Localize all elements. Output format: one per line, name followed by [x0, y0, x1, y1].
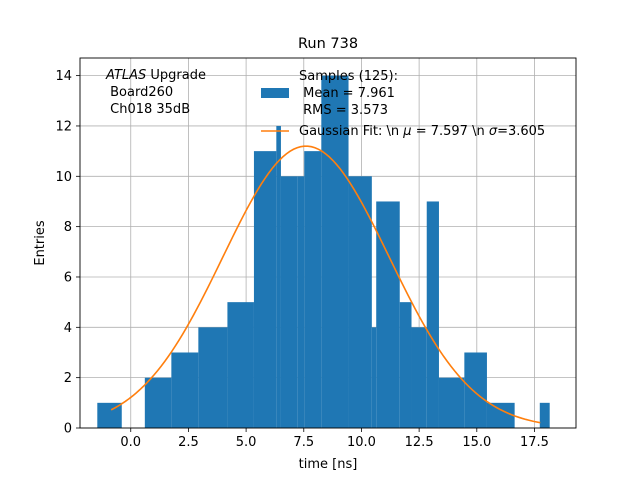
- histogram-bar-5: [227, 302, 254, 428]
- histogram-bar-20: [486, 402, 515, 428]
- y-axis-ticks: 0 2 4 6 8 10 12 14: [55, 69, 80, 437]
- histogram-bar-6: [253, 151, 277, 428]
- legend-histogram-label-1: Samples (125):: [299, 69, 398, 84]
- legend-fit-mu: μ: [402, 124, 411, 139]
- chart-title: Run 738: [298, 36, 358, 52]
- histogram-bar-18: [438, 377, 465, 428]
- legend: Samples (125): Mean = 7.961 RMS = 3.573 …: [261, 69, 545, 139]
- legend-fit-prefix: Gaussian Fit: \n: [299, 124, 403, 139]
- annotation-line-1: ATLAS Upgrade: [105, 68, 206, 83]
- y-tick-label-6: 12: [55, 119, 72, 134]
- annotation-line-2: Board260: [106, 85, 173, 100]
- legend-fit-suffix: =3.605: [497, 124, 545, 139]
- histogram-bar-8: [280, 176, 298, 428]
- histogram-bar-4: [198, 327, 228, 428]
- y-tick-label-1: 2: [64, 371, 72, 386]
- legend-histogram-label-3: RMS = 3.573: [299, 103, 388, 118]
- legend-histogram-label-2: Mean = 7.961: [299, 86, 395, 101]
- plot-frame: [79, 57, 577, 429]
- histogram-bar-3: [171, 352, 199, 428]
- x-tick-label-1: 2.5: [178, 435, 199, 450]
- y-tick-label-2: 4: [64, 321, 72, 336]
- x-tick-label-4: 10.0: [347, 435, 376, 450]
- legend-fit-label: Gaussian Fit: \n μ = 7.597 \n σ=3.605: [299, 124, 545, 139]
- histogram-bars: [97, 75, 550, 429]
- gaussian-fit-line: [110, 145, 541, 424]
- histogram-bar-14: [376, 201, 400, 428]
- histogram-bar-13: [371, 327, 377, 428]
- histogram-bar-9: [297, 176, 305, 428]
- x-tick-label-6: 15.0: [462, 435, 491, 450]
- histogram-bar-22: [539, 402, 550, 428]
- histogram-bar-17: [426, 201, 439, 428]
- x-tick-label-7: 17.5: [520, 435, 549, 450]
- x-axis-label: time [ns]: [299, 457, 358, 472]
- annotation-atlas: ATLAS: [105, 68, 146, 83]
- y-tick-label-3: 6: [64, 270, 72, 285]
- legend-histogram-patch: [261, 88, 289, 98]
- y-axis-label: Entries: [33, 220, 48, 266]
- histogram-bar-2: [144, 377, 172, 428]
- x-tick-label-5: 12.5: [405, 435, 434, 450]
- legend-fit-mid: = 7.597 \n: [412, 124, 489, 139]
- histogram-bar-16: [411, 327, 427, 428]
- y-tick-label-5: 10: [55, 170, 72, 185]
- histogram-bar-15: [399, 302, 412, 428]
- histogram-bar-19: [464, 352, 487, 428]
- chart-annotation: ATLAS Upgrade Board260 Ch018 35dB: [105, 68, 206, 117]
- x-axis-ticks: 0.0 2.5 5.0 7.5 10.0 12.5 15.0 17.5: [120, 428, 549, 450]
- histogram-bar-10: [304, 151, 322, 428]
- histogram-bar-7: [276, 125, 281, 429]
- annotation-upgrade: Upgrade: [146, 68, 206, 83]
- x-tick-label-2: 5.0: [236, 435, 257, 450]
- x-tick-label-0: 0.0: [120, 435, 141, 450]
- histogram-bar-11: [321, 75, 349, 428]
- y-tick-label-4: 8: [64, 220, 72, 235]
- y-tick-label-7: 14: [55, 69, 72, 84]
- histogram-bar-12: [348, 176, 372, 428]
- y-tick-label-0: 0: [64, 422, 72, 437]
- annotation-line-3: Ch018 35dB: [106, 102, 190, 117]
- x-tick-label-3: 7.5: [293, 435, 314, 450]
- legend-fit-sigma: σ: [489, 124, 498, 139]
